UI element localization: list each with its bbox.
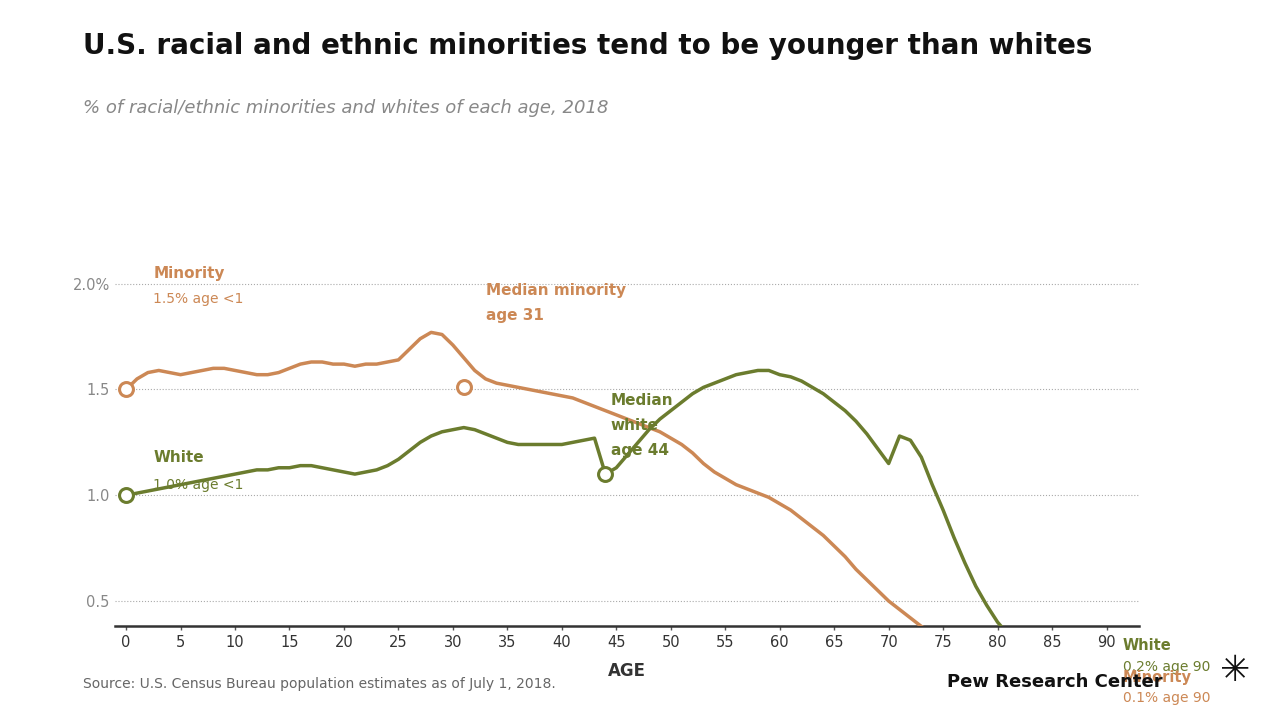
Text: Median minority: Median minority bbox=[485, 282, 626, 297]
Text: U.S. racial and ethnic minorities tend to be younger than whites: U.S. racial and ethnic minorities tend t… bbox=[83, 32, 1093, 60]
Text: 0.1% age 90: 0.1% age 90 bbox=[1123, 691, 1211, 706]
Text: Median: Median bbox=[611, 392, 673, 408]
Text: 0.2% age 90: 0.2% age 90 bbox=[1123, 660, 1210, 674]
Text: white: white bbox=[611, 418, 659, 433]
Text: age 44: age 44 bbox=[611, 444, 669, 459]
Text: White: White bbox=[154, 450, 204, 464]
Text: 1.5% age <1: 1.5% age <1 bbox=[154, 292, 243, 305]
Text: % of racial/ethnic minorities and whites of each age, 2018: % of racial/ethnic minorities and whites… bbox=[83, 99, 609, 117]
X-axis label: AGE: AGE bbox=[608, 662, 646, 680]
Text: Minority: Minority bbox=[154, 266, 225, 281]
Text: ✳: ✳ bbox=[1220, 654, 1251, 688]
Text: age 31: age 31 bbox=[485, 308, 544, 323]
Text: Minority: Minority bbox=[1123, 670, 1192, 685]
Text: 1.0% age <1: 1.0% age <1 bbox=[154, 477, 243, 492]
Text: White: White bbox=[1123, 638, 1171, 653]
Text: Pew Research Center: Pew Research Center bbox=[947, 673, 1162, 691]
Text: Source: U.S. Census Bureau population estimates as of July 1, 2018.: Source: U.S. Census Bureau population es… bbox=[83, 678, 556, 691]
